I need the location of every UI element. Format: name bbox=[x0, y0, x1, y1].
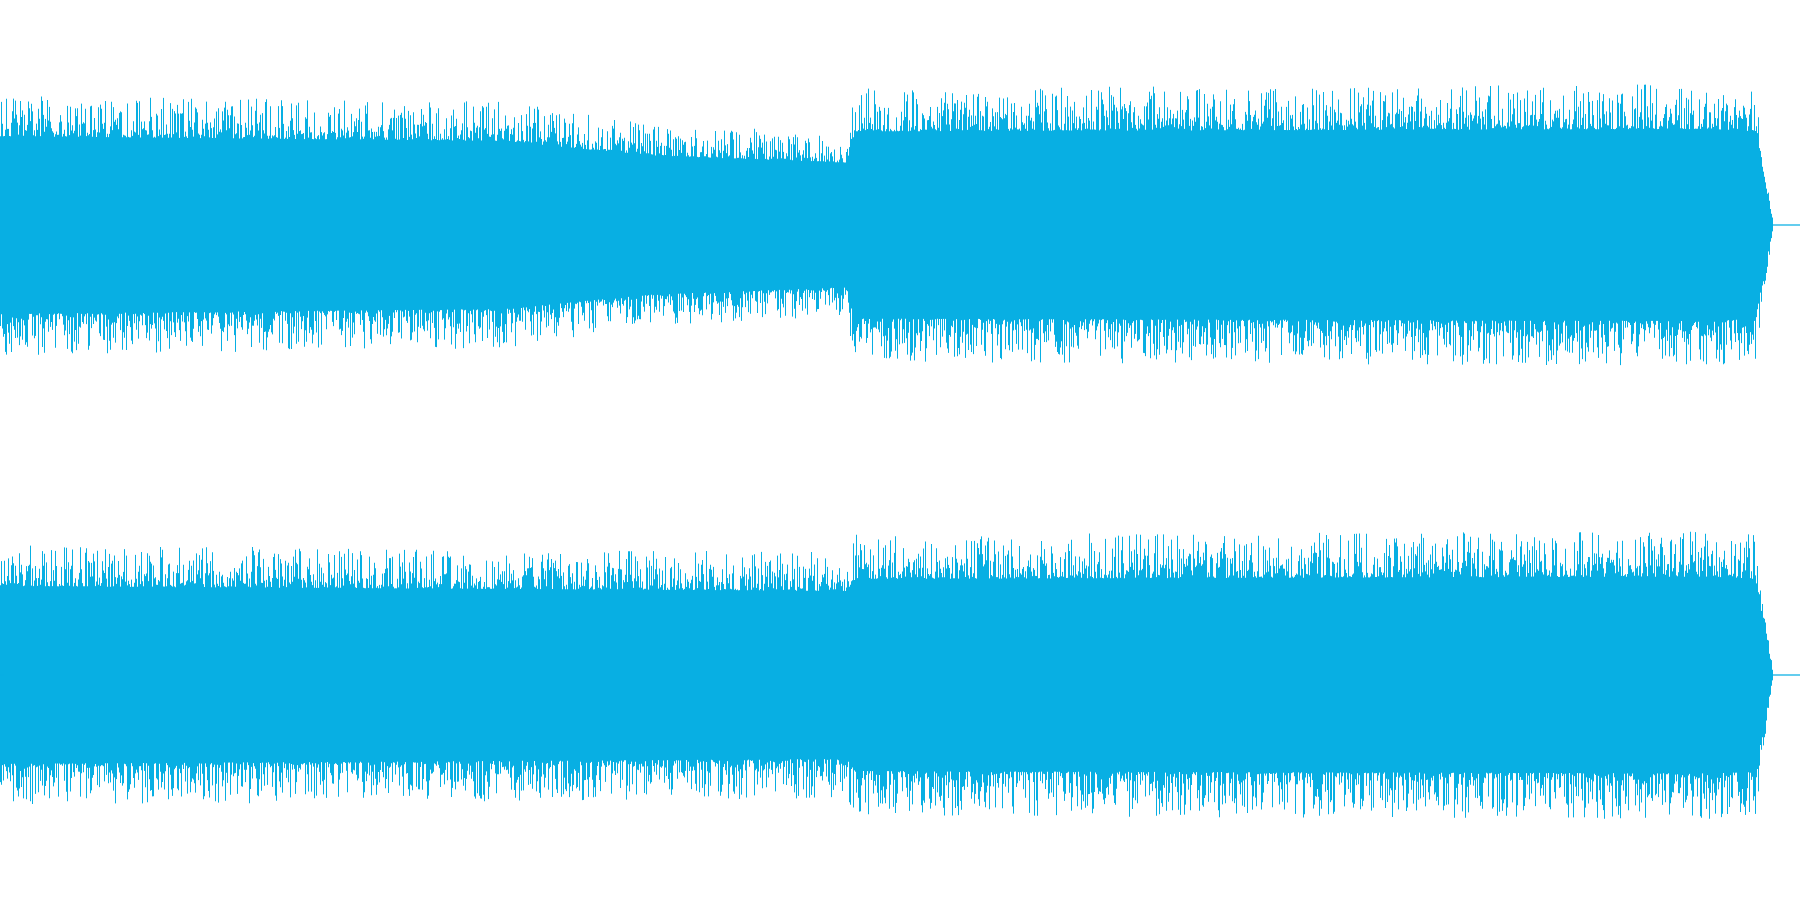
waveform-channel-right bbox=[0, 531, 1800, 819]
waveform-peaks-right bbox=[0, 531, 1773, 819]
waveform-channel-left bbox=[0, 84, 1800, 366]
waveform-peaks-left bbox=[0, 84, 1773, 366]
